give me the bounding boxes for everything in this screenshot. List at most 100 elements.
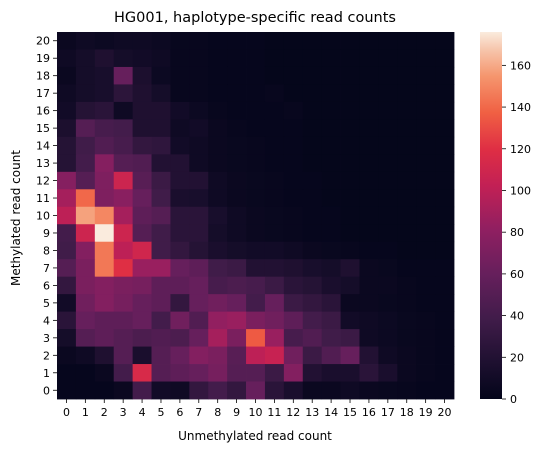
heatmap-cell bbox=[208, 101, 228, 120]
heatmap-cell bbox=[113, 66, 134, 85]
heatmap-cell bbox=[378, 276, 398, 295]
heatmap-cell bbox=[416, 329, 436, 347]
heatmap-cell bbox=[359, 364, 379, 382]
heatmap-cell bbox=[435, 136, 455, 155]
heatmap-cell bbox=[57, 32, 77, 50]
heatmap-cell bbox=[151, 241, 171, 260]
heatmap-cell bbox=[208, 381, 228, 400]
heatmap-cell bbox=[397, 364, 417, 382]
heatmap-cell bbox=[264, 206, 285, 225]
heatmap-cell bbox=[94, 32, 115, 50]
heatmap-cell bbox=[208, 276, 228, 295]
heatmap-cell bbox=[170, 311, 190, 330]
heatmap-cell bbox=[264, 364, 285, 382]
heatmap-cell bbox=[208, 136, 228, 155]
heatmap-cell bbox=[246, 171, 266, 190]
heatmap-cell bbox=[302, 154, 323, 173]
heatmap-cell bbox=[94, 329, 115, 347]
heatmap-cell bbox=[397, 206, 417, 225]
heatmap-cell bbox=[170, 364, 190, 382]
heatmap-cell bbox=[359, 206, 379, 225]
heatmap-cell bbox=[170, 206, 190, 225]
heatmap-cell bbox=[113, 276, 134, 295]
heatmap-cell bbox=[397, 32, 417, 50]
x-tick-label: 16 bbox=[362, 406, 376, 419]
heatmap-cell bbox=[227, 294, 247, 313]
heatmap-cell bbox=[57, 206, 77, 225]
heatmap-cell bbox=[113, 119, 134, 138]
heatmap-cell bbox=[151, 49, 171, 68]
heatmap-cell bbox=[302, 329, 323, 347]
heatmap-cell bbox=[75, 311, 96, 330]
heatmap-cell bbox=[227, 171, 247, 190]
heatmap-cell bbox=[264, 224, 285, 243]
y-tick-label: 17 bbox=[36, 87, 50, 100]
heatmap-cell bbox=[283, 311, 304, 330]
x-axis-label: Unmethylated read count bbox=[178, 429, 332, 443]
heatmap-cell bbox=[246, 119, 266, 138]
heatmap-cell bbox=[246, 101, 266, 120]
heatmap-cell bbox=[321, 189, 341, 208]
x-tick-label: 11 bbox=[267, 406, 281, 419]
heatmap-cell bbox=[397, 241, 417, 260]
heatmap-cell bbox=[94, 154, 115, 173]
heatmap-cell bbox=[113, 259, 134, 278]
heatmap-cell bbox=[302, 66, 323, 85]
heatmap-cell bbox=[227, 66, 247, 85]
heatmap-cell bbox=[132, 259, 152, 278]
heatmap-cell bbox=[302, 311, 323, 330]
heatmap-cell bbox=[170, 241, 190, 260]
heatmap-cell bbox=[435, 346, 455, 365]
heatmap-cell bbox=[75, 381, 96, 400]
heatmap-cell bbox=[246, 276, 266, 295]
heatmap-cell bbox=[302, 84, 323, 103]
heatmap-cell bbox=[94, 206, 115, 225]
y-tick-label: 16 bbox=[36, 105, 50, 118]
heatmap-cell bbox=[132, 49, 152, 68]
heatmap-cell bbox=[75, 346, 96, 365]
heatmap-cell bbox=[208, 171, 228, 190]
heatmap-cell bbox=[435, 311, 455, 330]
heatmap-cell bbox=[246, 241, 266, 260]
heatmap-cell bbox=[416, 49, 436, 68]
heatmap-cell bbox=[283, 346, 304, 365]
heatmap-cell bbox=[321, 32, 341, 50]
heatmap-cell bbox=[359, 329, 379, 347]
heatmap-cell bbox=[321, 171, 341, 190]
heatmap-cell bbox=[321, 206, 341, 225]
heatmap-cell bbox=[283, 381, 304, 400]
heatmap-cell bbox=[340, 66, 360, 85]
heatmap-cell bbox=[151, 381, 171, 400]
heatmap-cell bbox=[302, 364, 323, 382]
heatmap-cell bbox=[359, 119, 379, 138]
heatmap-cell bbox=[57, 241, 77, 260]
heatmap-cell bbox=[397, 136, 417, 155]
heatmap-cell bbox=[57, 364, 77, 382]
heatmap-cell bbox=[170, 189, 190, 208]
heatmap-cell bbox=[170, 276, 190, 295]
heatmap-cell bbox=[113, 364, 134, 382]
heatmap-cell bbox=[435, 189, 455, 208]
heatmap-cell bbox=[378, 84, 398, 103]
heatmap-cell bbox=[113, 311, 134, 330]
heatmap-cell bbox=[416, 276, 436, 295]
heatmap-cell bbox=[189, 311, 209, 330]
heatmap-cell bbox=[397, 171, 417, 190]
heatmap-cell bbox=[132, 32, 152, 50]
heatmap-cell bbox=[113, 346, 134, 365]
heatmap-cell bbox=[170, 224, 190, 243]
heatmap-cell bbox=[94, 381, 115, 400]
heatmap-cell bbox=[246, 294, 266, 313]
heatmap-cell bbox=[113, 84, 134, 103]
heatmap-cell bbox=[227, 101, 247, 120]
heatmap-cell bbox=[435, 66, 455, 85]
heatmap-cells bbox=[57, 32, 455, 400]
y-tick-label: 15 bbox=[36, 122, 50, 135]
heatmap-cell bbox=[378, 49, 398, 68]
heatmap-cell bbox=[227, 364, 247, 382]
heatmap-cell bbox=[208, 154, 228, 173]
heatmap-cell bbox=[170, 294, 190, 313]
heatmap-cell bbox=[208, 364, 228, 382]
heatmap-cell bbox=[227, 49, 247, 68]
x-tick-label: 1 bbox=[82, 406, 89, 419]
